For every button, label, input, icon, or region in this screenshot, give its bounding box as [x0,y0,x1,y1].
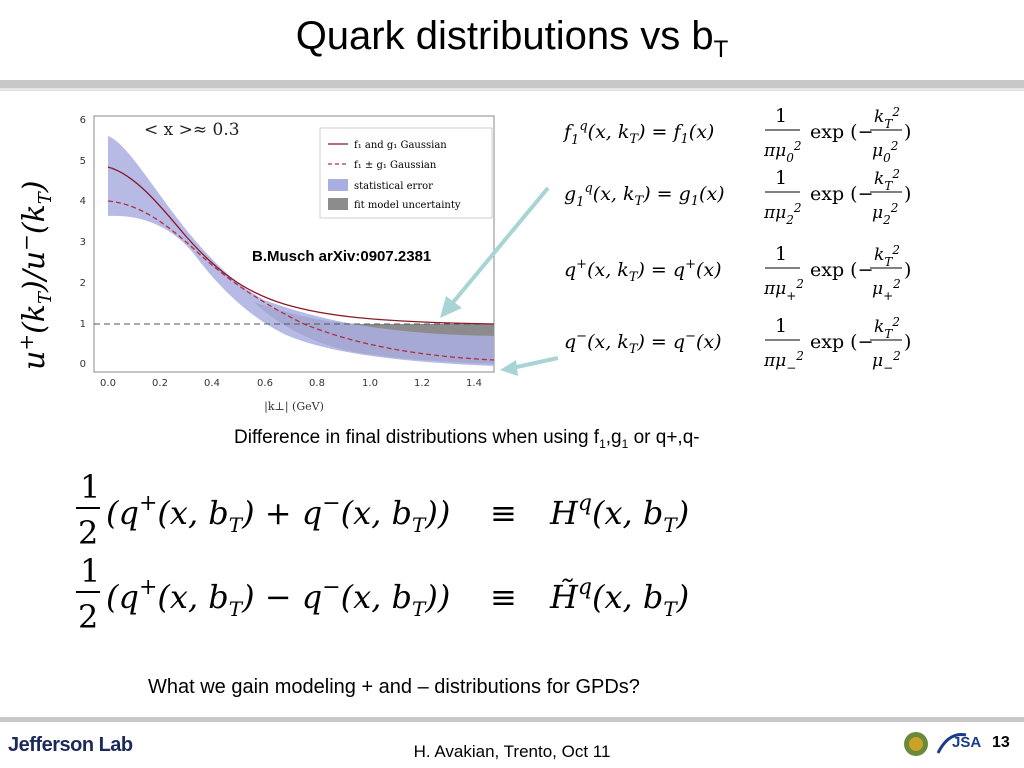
svg-text:2: 2 [78,514,98,552]
svg-text:1: 1 [80,470,100,506]
svg-text:πμ02: πμ02 [763,139,802,165]
svg-text:(q+(x, bT) + q−(x, bT)): (q+(x, bT) + q−(x, bT)) [106,491,450,537]
ytick-4: 4 [80,196,86,207]
svg-text:kT2: kT2 [874,243,900,269]
svg-text:πμ22: πμ22 [763,201,802,227]
svg-text:H̃q(x, bT): H̃q(x, bT) [549,575,689,621]
ytick-0: 0 [80,359,86,370]
svg-text:kT2: kT2 [874,315,900,341]
curve-f1-g1 [107,166,495,325]
svg-text:JSA: JSA [952,734,981,751]
svg-text:1: 1 [775,167,787,189]
caption: Difference in final distributions when u… [234,427,700,451]
ytick-1: 1 [80,319,86,330]
svg-text:πμ+2: πμ+2 [763,277,804,303]
ytick-6: 6 [80,115,86,126]
xtick-0: 0.0 [100,378,116,389]
plot-ylabel: u+(kT)/u−(kT) [14,180,56,370]
svg-text:g1q(x, kT) = g1(x): g1q(x, kT) = g1(x) [564,181,725,210]
xtick-6: 1.2 [414,378,430,389]
ratio-plot: 0 1 2 3 4 5 6 0.0 0.2 0.4 0.6 0.8 1.0 1.… [80,115,495,414]
plot-annotation: < x >≈ 0.3 [144,120,240,140]
svg-text:): ) [904,331,911,353]
jsa-logo-icon: JSA [936,733,981,754]
svg-text:(q+(x, bT) − q−(x, bT)): (q+(x, bT) − q−(x, bT)) [106,575,450,621]
svg-text:2: 2 [78,598,98,636]
svg-text:1: 1 [775,105,787,127]
svg-text:μ22: μ22 [872,201,898,227]
svg-text:f₁ ± g₁ Gaussian: f₁ ± g₁ Gaussian [354,160,437,171]
plot-reference: B.Musch arXiv:0907.2381 [252,248,432,265]
xtick-7: 1.4 [466,378,482,389]
stat-error-band [108,136,494,366]
svg-text:1: 1 [775,243,787,265]
svg-text:fit model uncertainty: fit model uncertainty [354,200,461,211]
xtick-3: 0.6 [257,378,273,389]
svg-text:kT2: kT2 [874,105,900,131]
svg-text:q+(x, kT) = q+(x): q+(x, kT) = q+(x) [564,257,722,285]
footer-divider [0,717,1024,722]
plot-xlabel: |k⊥| (GeV) [264,400,324,414]
svg-text:q−(x, kT) = q−(x): q−(x, kT) = q−(x) [564,329,722,357]
jefferson-lab-logo: Jefferson Lab [8,734,133,756]
svg-text:Hq(x, bT): Hq(x, bT) [549,491,689,537]
svg-text:μ−2: μ−2 [872,349,901,375]
svg-text:exp (−: exp (− [810,259,874,281]
svg-text:≡: ≡ [490,494,517,532]
question-text: What we gain modeling + and – distributi… [148,676,640,698]
svg-text:μ+2: μ+2 [872,277,901,303]
ytick-5: 5 [80,156,86,167]
svg-text:πμ−2: πμ−2 [763,349,804,375]
svg-text:): ) [904,121,911,143]
svg-text:exp (−: exp (− [810,183,874,205]
title-divider-shadow [0,88,1024,91]
plot-legend: f₁ and g₁ Gaussian f₁ ± g₁ Gaussian stat… [319,127,493,219]
svg-text:1: 1 [775,315,787,337]
partner-logos: JSA [904,732,981,756]
title-divider [0,80,1024,88]
svg-text:statistical error: statistical error [354,181,433,192]
svg-text:μ02: μ02 [872,139,898,165]
svg-text:exp (−: exp (− [810,121,874,143]
slide-title: Quark distributions vs bT [295,14,729,63]
ytick-3: 3 [80,237,86,248]
xtick-1: 0.2 [152,378,168,389]
xtick-2: 0.4 [204,378,220,389]
arrows [440,186,559,376]
xtick-5: 1.0 [362,378,378,389]
page-number: 13 [992,734,1010,751]
curve-f1-pm-g1 [107,200,495,361]
svg-text:f1q(x, kT) = f1(x): f1q(x, kT) = f1(x) [562,119,714,148]
svg-text:f₁ and g₁ Gaussian: f₁ and g₁ Gaussian [354,140,447,151]
footer-text: H. Avakian, Trento, Oct 11 [413,742,611,761]
svg-text:): ) [904,259,911,281]
ytick-2: 2 [80,278,86,289]
svg-text:exp (−: exp (− [810,331,874,353]
svg-text:kT2: kT2 [874,167,900,193]
xtick-4: 0.8 [309,378,325,389]
svg-text:≡: ≡ [490,578,517,616]
svg-text:1: 1 [80,552,100,590]
svg-text:): ) [904,183,911,205]
gpd-equations: 12 (q+(x, bT) + q−(x, bT)) ≡ Hq(x, bT) 1… [76,470,689,636]
